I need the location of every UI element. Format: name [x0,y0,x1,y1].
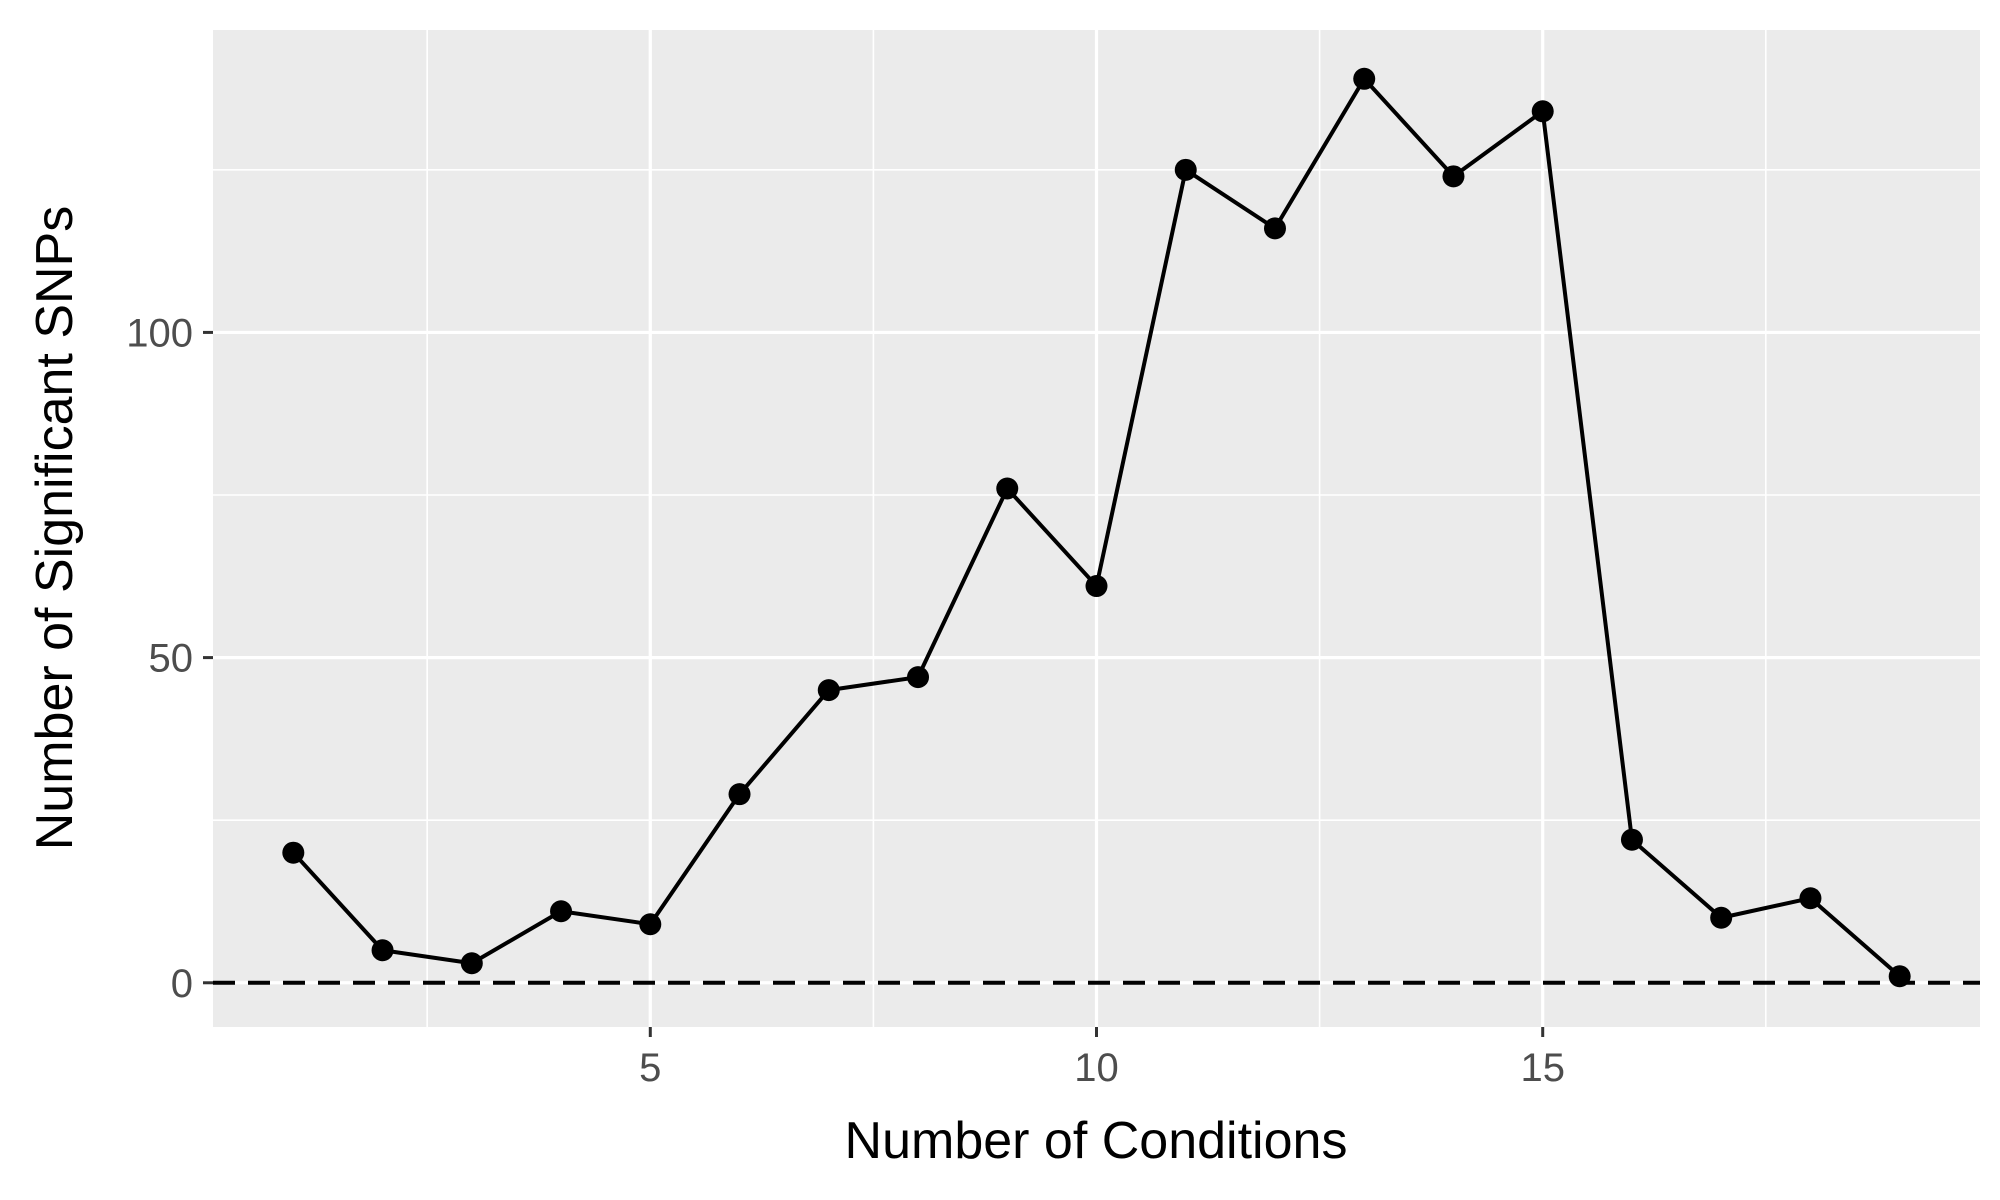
data-point [639,913,662,936]
data-point [1888,965,1911,988]
y-tick-label: 0 [171,962,193,1006]
data-point [1531,100,1554,123]
x-tick-label: 5 [639,1046,661,1090]
data-point [460,952,483,975]
data-point [1353,67,1376,90]
data-point [1174,158,1197,181]
y-tick-label: 100 [126,311,193,355]
data-point [282,841,305,864]
data-point [550,900,573,923]
data-point [817,679,840,702]
data-point [1799,887,1822,910]
data-point [1442,165,1465,188]
x-axis: 5 10 15 [639,1027,1565,1090]
data-point [728,783,751,806]
y-axis: 0 50 100 [126,311,213,1006]
series-points [282,67,1911,988]
y-tick-label: 50 [149,637,194,681]
data-point [1710,906,1733,929]
data-point [1263,217,1286,240]
y-axis-title: Number of Significant SNPs [26,206,84,851]
data-point [996,477,1019,500]
data-point [371,939,394,962]
x-axis-title: Number of Conditions [845,1112,1348,1170]
data-point [1620,828,1643,851]
x-tick-label: 15 [1520,1046,1565,1090]
data-point [1085,575,1108,598]
data-point [907,666,930,689]
x-tick-label: 10 [1074,1046,1119,1090]
